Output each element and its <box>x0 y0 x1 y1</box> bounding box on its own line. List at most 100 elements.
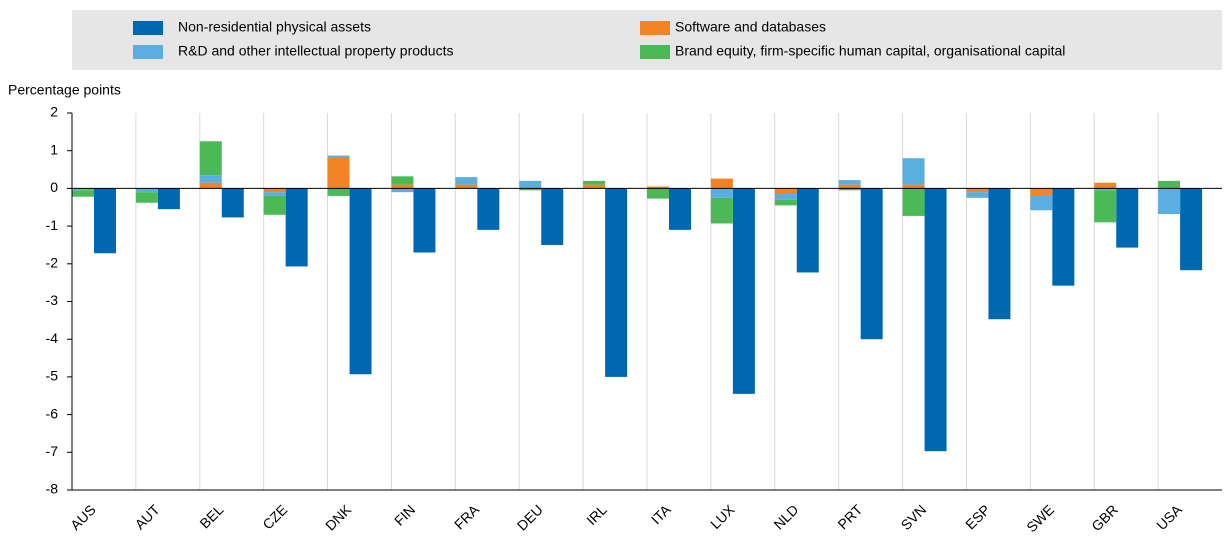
bar <box>391 188 414 193</box>
legend-swatch <box>640 45 670 59</box>
bar <box>838 188 861 191</box>
legend-label: R&D and other intellectual property prod… <box>178 43 453 59</box>
x-tick-label: CZE <box>259 501 290 532</box>
bar <box>988 188 1011 320</box>
bar <box>157 188 180 210</box>
bar <box>860 188 883 340</box>
bar <box>263 192 286 196</box>
y-tick-label: -2 <box>46 255 59 271</box>
x-tick-label: DNK <box>322 501 355 534</box>
bar <box>391 184 414 189</box>
bar <box>135 188 158 193</box>
bar <box>455 177 478 185</box>
bar <box>391 176 414 185</box>
bar <box>135 192 158 203</box>
legend-label: Brand equity, firm-specific human capita… <box>675 43 1065 59</box>
bar <box>838 184 861 189</box>
bar <box>477 188 500 230</box>
bar <box>1116 188 1139 248</box>
bar <box>221 188 244 218</box>
bar <box>199 141 222 176</box>
bar <box>519 188 542 191</box>
legend-swatch <box>133 45 163 59</box>
x-tick-label: AUT <box>132 501 163 532</box>
bar <box>774 194 797 200</box>
bar <box>774 199 797 206</box>
legend-swatch <box>640 21 670 35</box>
bar <box>455 184 478 189</box>
bar <box>710 178 733 189</box>
y-axis-label: Percentage points <box>8 82 121 98</box>
bar <box>647 186 669 189</box>
legend-swatch <box>133 21 163 35</box>
x-tick-label: SWE <box>1023 501 1057 535</box>
bar <box>583 184 606 189</box>
bar <box>966 192 989 198</box>
bar <box>966 188 989 193</box>
x-tick-label: USA <box>1153 501 1185 533</box>
bar <box>902 188 925 216</box>
bar <box>72 190 94 197</box>
bar <box>1094 182 1117 189</box>
bar <box>199 175 222 183</box>
legend-label: Software and databases <box>675 19 826 35</box>
bar <box>1094 190 1117 223</box>
bar <box>94 188 116 254</box>
x-tick-label: GBR <box>1088 501 1121 534</box>
bar <box>263 188 286 193</box>
bar <box>1030 188 1053 196</box>
bar <box>413 188 436 253</box>
legend-label: Non-residential physical assets <box>178 19 371 35</box>
y-tick-label: -6 <box>46 405 59 421</box>
bar <box>1094 188 1117 191</box>
x-tick-label: IRL <box>583 501 610 528</box>
y-tick-label: 1 <box>50 141 58 157</box>
x-tick-label: FIN <box>391 501 418 528</box>
bar <box>924 188 947 452</box>
bar <box>1052 188 1075 286</box>
y-tick-label: -5 <box>46 368 59 384</box>
bar <box>349 188 372 375</box>
x-tick-label: ESP <box>962 501 993 532</box>
bar <box>327 188 350 196</box>
x-tick-label: LUX <box>707 501 738 532</box>
bar <box>1030 195 1053 211</box>
bar <box>285 188 308 267</box>
y-tick-label: 0 <box>50 179 58 195</box>
y-tick-label: -7 <box>46 443 59 459</box>
bar <box>263 195 286 215</box>
x-tick-label: ITA <box>648 501 674 527</box>
bar <box>583 180 606 185</box>
bar <box>605 188 628 377</box>
y-tick-label: -1 <box>46 217 59 233</box>
bar <box>774 188 797 195</box>
bar <box>902 158 925 185</box>
x-tick-label: DEU <box>514 501 546 533</box>
bar <box>327 155 350 158</box>
bar <box>72 188 94 191</box>
bar <box>710 188 733 198</box>
x-tick-label: BEL <box>196 501 226 531</box>
bar <box>710 197 733 224</box>
bar <box>327 157 350 189</box>
x-tick-label: PRT <box>834 501 865 532</box>
y-tick-label: 2 <box>50 104 58 120</box>
bar <box>1158 180 1181 189</box>
bar <box>838 180 861 185</box>
bar <box>902 184 925 189</box>
y-tick-label: -8 <box>46 481 59 497</box>
bar <box>647 188 669 199</box>
x-tick-label: FRA <box>451 501 483 533</box>
bar <box>541 188 564 245</box>
y-tick-label: -4 <box>46 330 59 346</box>
bar <box>519 180 542 189</box>
x-tick-label: NLD <box>770 501 801 532</box>
bar <box>796 188 819 273</box>
bar <box>732 188 755 394</box>
y-tick-label: -3 <box>46 292 59 308</box>
x-tick-label: SVN <box>898 501 930 533</box>
bar <box>1180 188 1203 271</box>
legend-box <box>72 10 1222 70</box>
x-tick-label: AUS <box>67 501 99 533</box>
